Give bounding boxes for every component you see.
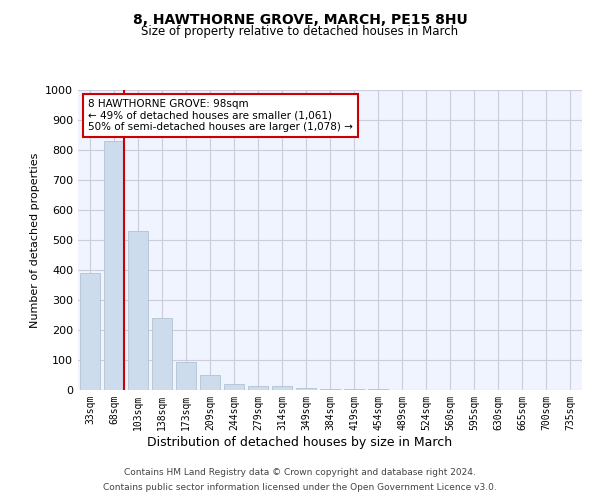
- Bar: [344, 389, 364, 390]
- Bar: [248, 386, 268, 390]
- Bar: [224, 384, 244, 390]
- Text: 8 HAWTHORNE GROVE: 98sqm
← 49% of detached houses are smaller (1,061)
50% of sem: 8 HAWTHORNE GROVE: 98sqm ← 49% of detach…: [88, 99, 353, 132]
- Text: Distribution of detached houses by size in March: Distribution of detached houses by size …: [148, 436, 452, 449]
- Text: 8, HAWTHORNE GROVE, MARCH, PE15 8HU: 8, HAWTHORNE GROVE, MARCH, PE15 8HU: [133, 12, 467, 26]
- Bar: [176, 362, 196, 390]
- Text: Contains public sector information licensed under the Open Government Licence v3: Contains public sector information licen…: [103, 483, 497, 492]
- Bar: [128, 231, 148, 390]
- Bar: [200, 375, 220, 390]
- Bar: [272, 386, 292, 390]
- Y-axis label: Number of detached properties: Number of detached properties: [29, 152, 40, 328]
- Bar: [80, 273, 100, 390]
- Bar: [152, 318, 172, 390]
- Text: Size of property relative to detached houses in March: Size of property relative to detached ho…: [142, 25, 458, 38]
- Bar: [296, 388, 316, 390]
- Bar: [104, 141, 124, 390]
- Bar: [320, 388, 340, 390]
- Text: Contains HM Land Registry data © Crown copyright and database right 2024.: Contains HM Land Registry data © Crown c…: [124, 468, 476, 477]
